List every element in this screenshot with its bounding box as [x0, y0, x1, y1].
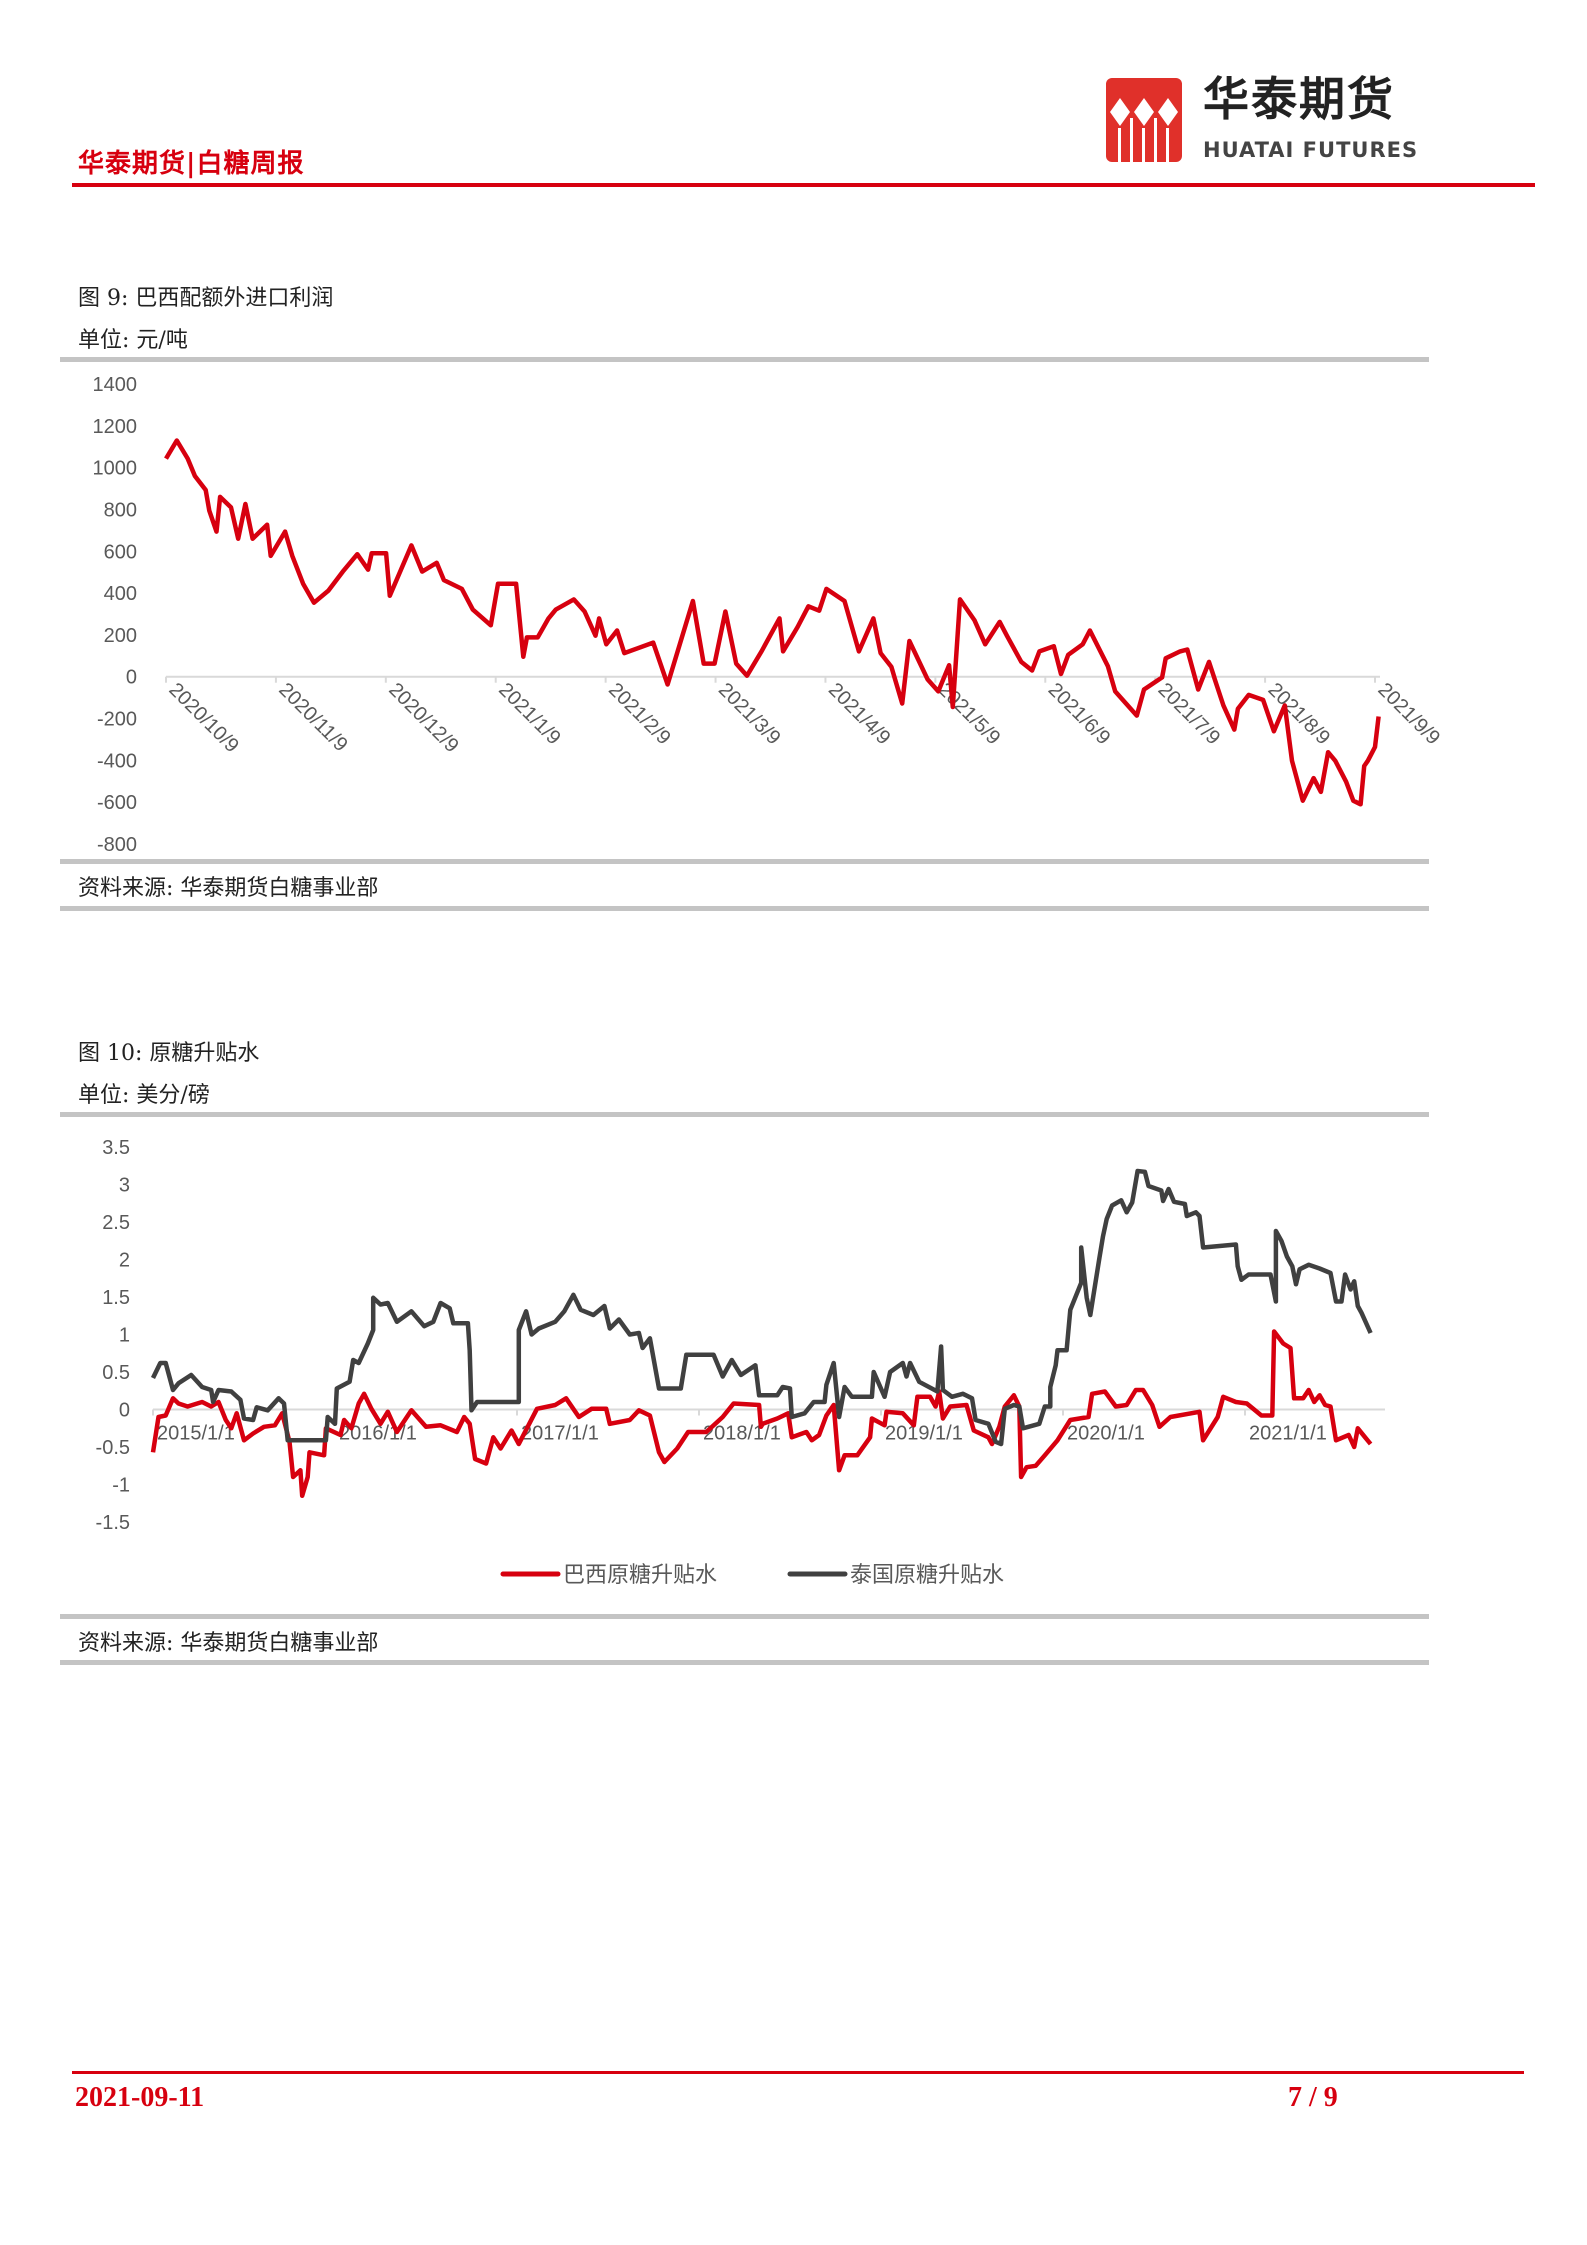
x-tick-label: 2021/1/1: [1249, 1423, 1327, 1445]
x-tick-label: 2021/4/9: [824, 679, 895, 750]
x-tick-label: 2021/3/9: [714, 679, 785, 750]
figure9-unit: 单位: 元/吨: [78, 328, 188, 353]
x-tick-label: 2021/5/9: [934, 679, 1005, 750]
figure10-source-rule: [60, 1660, 1429, 1665]
chart-brazil-import-profit: 1400 1200 1000 800 600 400 200 0 -200 -400 -600 -80…: [93, 374, 1445, 856]
x-tick-label: 2021/7/9: [1154, 679, 1225, 750]
y-tick-label: -0.5: [96, 1437, 130, 1459]
y-tick-label: 2.5: [102, 1212, 130, 1234]
legend-label: 泰国原糖升贴水: [850, 1562, 1004, 1587]
footer-divider: [72, 2071, 1524, 2074]
y-tick-label: 1: [119, 1325, 130, 1347]
footer-date: 2021-09-11: [75, 2082, 205, 2113]
y-tick-label: -400: [97, 750, 137, 772]
y-tick-label: -1.5: [96, 1512, 130, 1534]
y-tick-label: 1200: [93, 416, 138, 438]
figure9-source-rule: [60, 906, 1429, 911]
huatai-logo-icon: [1106, 78, 1182, 162]
figure9-source: 资料来源: 华泰期货白糖事业部: [78, 876, 379, 901]
figure9-caption: 图 9: 巴西配额外进口利润: [78, 286, 334, 311]
figure10-bottom-rule: [60, 1614, 1429, 1619]
y-tick-label: 3: [119, 1175, 130, 1197]
figure10-top-rule: [60, 1112, 1429, 1117]
y-tick-label: 400: [104, 583, 137, 605]
x-tick-label: 2021/6/9: [1044, 679, 1115, 750]
figure9-bottom-rule: [60, 859, 1429, 864]
y-tick-label: -1: [112, 1475, 130, 1497]
y-tick-label: -800: [97, 834, 137, 856]
figure10-caption: 图 10: 原糖升贴水: [78, 1041, 260, 1066]
y-tick-label: -200: [97, 709, 137, 731]
x-tick-label: 2021/2/9: [604, 679, 675, 750]
y-tick-label: 2: [119, 1250, 130, 1272]
figure10-source: 资料来源: 华泰期货白糖事业部: [78, 1631, 379, 1656]
y-tick-label: 3.5: [102, 1137, 130, 1159]
y-tick-label: 0.5: [102, 1362, 130, 1384]
header-divider: [72, 183, 1535, 187]
legend-label: 巴西原糖升贴水: [563, 1562, 717, 1587]
y-tick-label: 800: [104, 499, 137, 521]
x-tick-label: 2020/11/9: [274, 679, 351, 756]
x-tick-label: 2021/9/9: [1373, 679, 1444, 750]
y-tick-label: 1000: [93, 458, 138, 480]
figure9-top-rule: [60, 357, 1429, 362]
y-tick-label: -600: [97, 792, 137, 814]
x-tick-label: 2015/1/1: [157, 1423, 235, 1445]
series-line-import-profit: [164, 438, 1381, 807]
x-tick-label: 2019/1/1: [885, 1423, 963, 1445]
x-tick-label: 2021/1/9: [494, 679, 565, 750]
y-tick-label: 1400: [93, 374, 138, 396]
y-tick-label: 1.5: [102, 1287, 130, 1309]
x-tick-label: 2020/12/9: [384, 679, 462, 757]
figure10-unit: 单位: 美分/磅: [78, 1083, 210, 1108]
series-line-thailand: [150, 1168, 1373, 1447]
logo-english-name: HUATAI FUTURES: [1203, 138, 1419, 162]
x-tick-label: 2021/8/9: [1264, 679, 1335, 750]
y-tick-label: 200: [104, 625, 137, 647]
y-tick-label: 0: [126, 667, 137, 689]
footer-page-number: 7 / 9: [1288, 2082, 1338, 2113]
x-tick-label: 2017/1/1: [521, 1423, 599, 1445]
report-header-title: 华泰期货|白糖周报: [78, 149, 305, 179]
y-tick-label: 0: [119, 1400, 130, 1422]
x-tick-label: 2020/1/1: [1067, 1423, 1145, 1445]
x-tick-label: 2020/10/9: [164, 679, 242, 757]
y-tick-label: 600: [104, 541, 137, 563]
series-line-brazil: [150, 1329, 1373, 1499]
logo-chinese-name: 华泰期货: [1203, 72, 1395, 126]
